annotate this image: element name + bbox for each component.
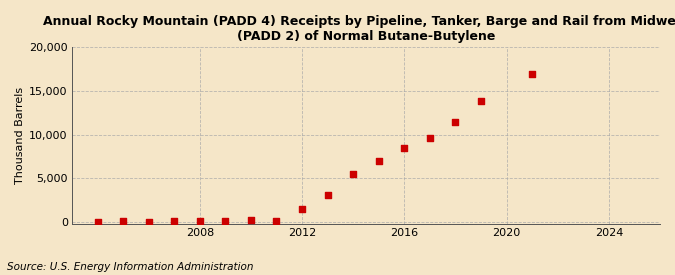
- Title: Annual Rocky Mountain (PADD 4) Receipts by Pipeline, Tanker, Barge and Rail from: Annual Rocky Mountain (PADD 4) Receipts …: [43, 15, 675, 43]
- Point: [220, 219, 231, 224]
- Point: [322, 193, 333, 197]
- Point: [296, 207, 307, 211]
- Point: [117, 219, 128, 223]
- Point: [92, 220, 103, 224]
- Point: [246, 218, 256, 222]
- Point: [399, 146, 410, 150]
- Point: [450, 120, 461, 125]
- Point: [476, 99, 487, 103]
- Y-axis label: Thousand Barrels: Thousand Barrels: [15, 87, 25, 184]
- Point: [425, 136, 435, 140]
- Text: Source: U.S. Energy Information Administration: Source: U.S. Energy Information Administ…: [7, 262, 253, 272]
- Point: [348, 172, 358, 176]
- Point: [373, 159, 384, 163]
- Point: [271, 219, 282, 224]
- Point: [143, 219, 154, 224]
- Point: [194, 219, 205, 224]
- Point: [169, 219, 180, 223]
- Point: [526, 72, 537, 76]
